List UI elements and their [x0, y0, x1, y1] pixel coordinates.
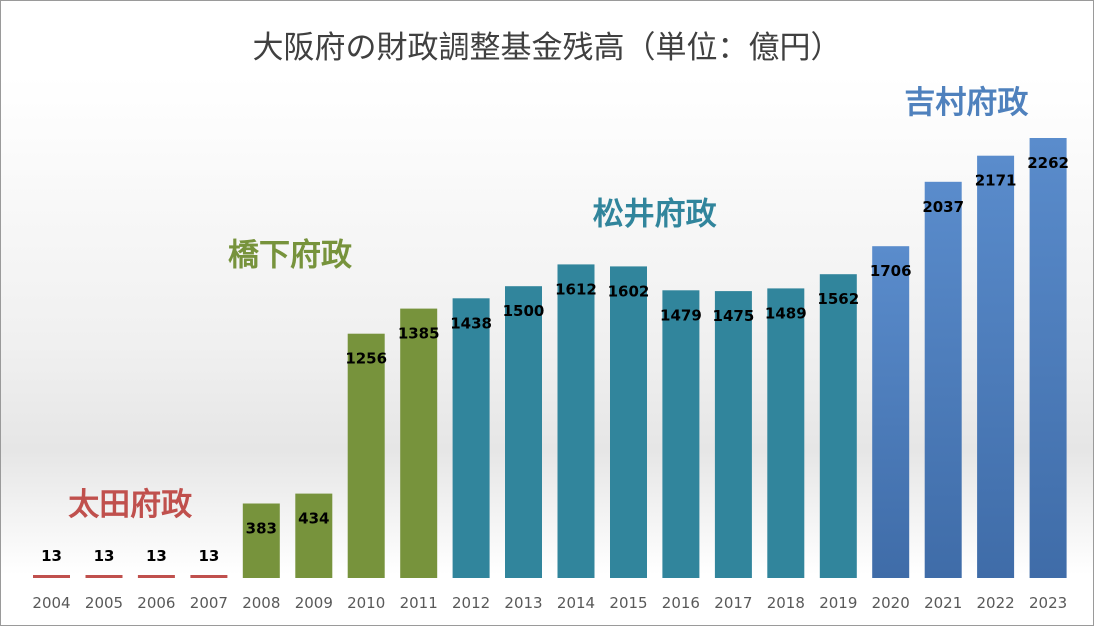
bars-layer	[33, 138, 1067, 579]
x-tick-2007: 2007	[190, 594, 228, 612]
x-tick-2015: 2015	[609, 594, 647, 612]
value-label-2011: 1385	[398, 325, 440, 343]
bar-2016	[662, 290, 700, 578]
value-label-2023: 2262	[1027, 154, 1069, 172]
bar-2006	[137, 575, 175, 578]
x-tick-2004: 2004	[32, 594, 70, 612]
bar-2021	[924, 181, 962, 579]
x-tick-2014: 2014	[557, 594, 595, 612]
value-label-2010: 1256	[345, 350, 387, 368]
chart-title: 大阪府の財政調整基金残高（単位：億円）	[253, 30, 842, 66]
x-tick-2006: 2006	[137, 594, 175, 612]
value-label-2008: 383	[246, 520, 277, 538]
x-tick-2009: 2009	[295, 594, 333, 612]
bar-2009	[295, 493, 333, 578]
value-label-2017: 1475	[713, 307, 755, 325]
value-label-2022: 2171	[975, 172, 1017, 190]
value-label-2019: 1562	[817, 290, 859, 308]
x-tick-2019: 2019	[819, 594, 857, 612]
bar-2008	[242, 503, 280, 578]
era-label-4: 吉村府政	[904, 85, 1028, 121]
value-label-2012: 1438	[450, 314, 492, 332]
x-tick-2010: 2010	[347, 594, 385, 612]
value-label-2005: 13	[94, 547, 115, 565]
bar-2004	[33, 575, 70, 578]
era-labels: 太田府政 橋下府政 松井府政 吉村府政	[68, 85, 1028, 523]
bar-2017	[714, 291, 752, 578]
bar-2005	[85, 575, 123, 578]
bar-2012	[452, 298, 490, 578]
bar-2015	[610, 266, 647, 578]
x-tick-2008: 2008	[242, 594, 280, 612]
x-tick-2021: 2021	[924, 594, 962, 612]
value-label-2021: 2037	[922, 198, 964, 216]
bar-2014	[557, 264, 595, 578]
bar-2019	[819, 274, 857, 578]
x-tick-2016: 2016	[662, 594, 700, 612]
bar-2011	[400, 308, 438, 578]
value-label-2013: 1500	[503, 302, 545, 320]
value-labels-layer: 13 13 13 13 383 434 1256 1385 1438 1500 1612 1602 14…	[41, 154, 1069, 565]
x-axis-ticks: 2004 2005 2006 2007 2008 2009 2010 2011 2012 2013…	[32, 594, 1067, 612]
value-label-2007: 13	[198, 547, 219, 565]
bar-2013	[505, 286, 542, 578]
x-tick-2023: 2023	[1029, 594, 1067, 612]
value-label-2020: 1706	[870, 262, 912, 280]
bar-2010	[347, 333, 385, 578]
x-tick-2018: 2018	[767, 594, 805, 612]
era-label-2: 橋下府政	[228, 238, 352, 274]
bar-2018	[767, 288, 805, 578]
bar-2023	[1029, 138, 1067, 578]
bar-2007	[190, 575, 228, 578]
value-label-2018: 1489	[765, 304, 807, 322]
x-tick-2005: 2005	[85, 594, 123, 612]
value-label-2016: 1479	[660, 306, 702, 324]
value-label-2004: 13	[41, 547, 62, 565]
bar-2020	[872, 246, 910, 578]
x-tick-2020: 2020	[872, 594, 910, 612]
x-tick-2011: 2011	[400, 594, 438, 612]
x-tick-2017: 2017	[714, 594, 752, 612]
era-label-3: 松井府政	[593, 196, 717, 232]
value-label-2006: 13	[146, 547, 167, 565]
era-label-1: 太田府政	[68, 487, 192, 523]
bar-2022	[977, 155, 1015, 578]
value-label-2014: 1612	[555, 280, 597, 298]
x-tick-2012: 2012	[452, 594, 490, 612]
value-label-2009: 434	[298, 510, 329, 528]
value-label-2015: 1602	[608, 282, 650, 300]
x-tick-2022: 2022	[977, 594, 1015, 612]
x-tick-2013: 2013	[504, 594, 542, 612]
